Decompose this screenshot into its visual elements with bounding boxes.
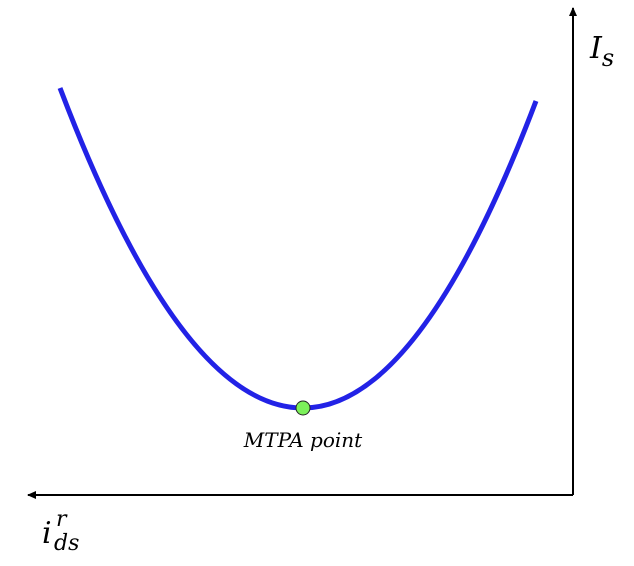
x-label-main: i <box>42 516 52 551</box>
mtpa-label: MTPA point <box>243 428 363 452</box>
y-label-sub: s <box>602 44 614 72</box>
current-curve <box>57 87 539 411</box>
y-axis-label: Is <box>589 31 614 72</box>
x-label-sup: r <box>56 507 68 532</box>
x-label-sub: ds <box>54 531 79 556</box>
mtpa-point <box>295 400 311 416</box>
y-label-main: I <box>589 31 603 66</box>
x-axis-label: i r ds <box>42 507 79 556</box>
